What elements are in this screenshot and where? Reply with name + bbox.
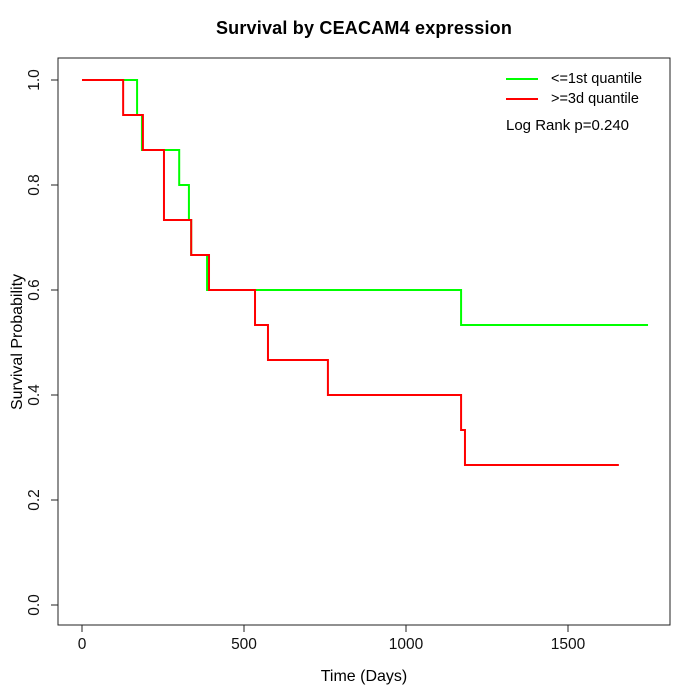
x-axis-label: Time (Days) xyxy=(320,668,408,685)
y-tick-label: 1.0 xyxy=(26,69,43,91)
y-tick-label: 0.8 xyxy=(26,174,43,196)
y-tick-label: 0.0 xyxy=(26,594,43,616)
y-tick-label: 0.4 xyxy=(26,384,43,406)
km-curve-1 xyxy=(82,79,619,466)
x-tick-label: 1000 xyxy=(389,636,424,653)
x-tick-label: 0 xyxy=(78,636,87,653)
x-tick-label: 500 xyxy=(231,636,257,653)
legend-item-first-quantile: <=1st quantile xyxy=(506,69,642,89)
logrank-pvalue-text: Log Rank p=0.240 xyxy=(506,117,630,134)
plot-box xyxy=(57,57,671,626)
legend-line-red xyxy=(506,98,538,100)
legend-line-green xyxy=(506,78,538,80)
y-tick-label: 0.6 xyxy=(26,279,43,301)
legend-label-third-quantile: >=3d quantile xyxy=(551,91,639,107)
legend: <=1st quantile >=3d quantile Log Rank p=… xyxy=(506,69,642,134)
legend-item-third-quantile: >=3d quantile xyxy=(506,89,642,109)
chart-title: Survival by CEACAM4 expression xyxy=(215,18,513,38)
x-tick-label: 1500 xyxy=(551,636,586,653)
y-tick-label: 0.2 xyxy=(26,489,43,511)
legend-label-first-quantile: <=1st quantile xyxy=(551,71,643,87)
